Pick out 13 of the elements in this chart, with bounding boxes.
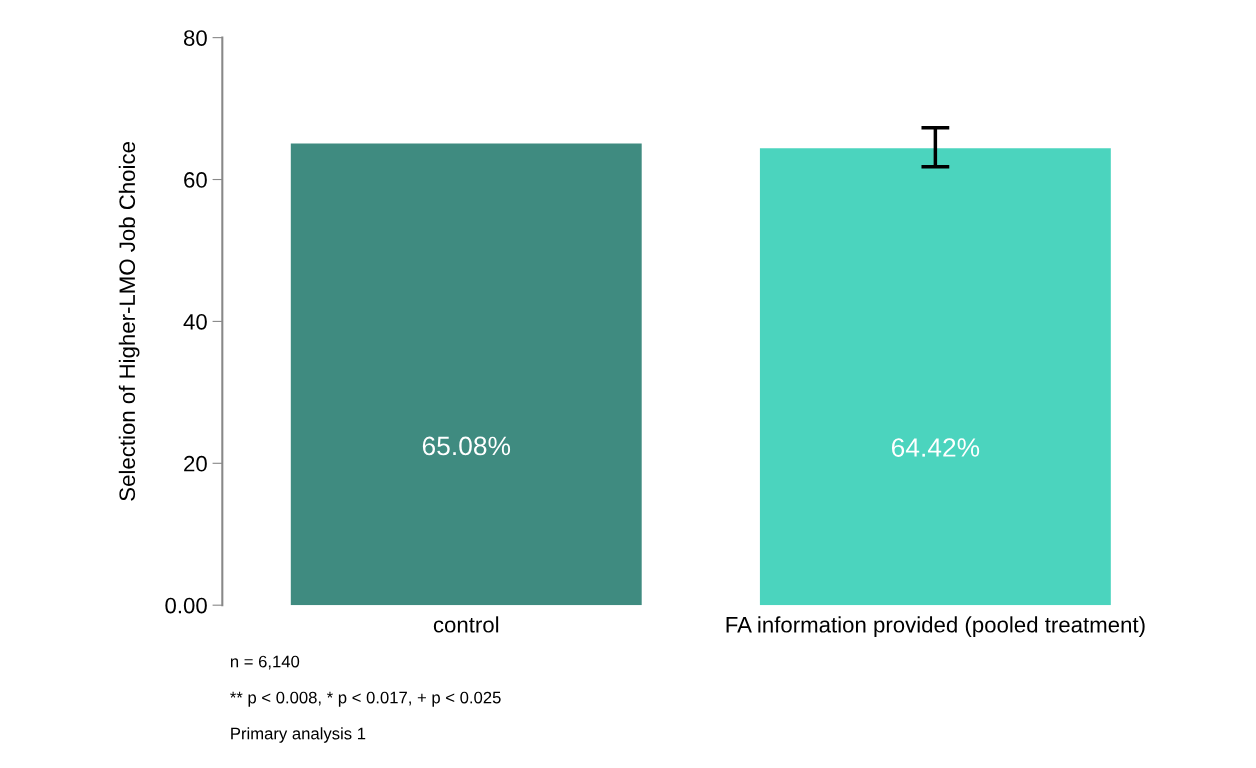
y-tick-label: 40 [183,313,207,330]
y-tick-label: 80 [183,30,207,46]
x-tick-label: control [433,616,499,633]
text: Primary analysis 1 [231,727,366,743]
y-tick-label: 20 [184,455,207,472]
y-tick-label: 60 [184,172,207,188]
data-label: 64.42% [891,438,980,457]
data-label: 65.08% [422,436,511,456]
y-axis-title: Selection of Higher-LMO Job Choice [118,142,140,501]
y-tick-label: 0.00 [165,597,207,614]
x-tick-label: FA information provided (pooled treatment) [726,616,1145,638]
text: n = 6,140 [230,655,300,670]
text: ** p < 0.008, * p < 0.017, + p < 0.025 [230,691,501,707]
